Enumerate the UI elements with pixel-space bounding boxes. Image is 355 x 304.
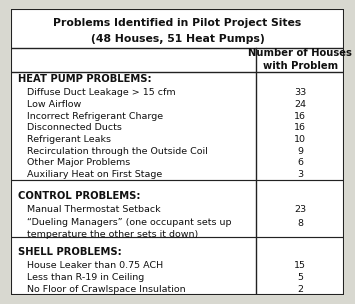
Text: House Leaker than 0.75 ACH: House Leaker than 0.75 ACH [18, 261, 163, 270]
Text: Recirculation through the Outside Coil: Recirculation through the Outside Coil [18, 147, 208, 156]
Text: 15: 15 [294, 261, 306, 270]
Text: Auxiliary Heat on First Stage: Auxiliary Heat on First Stage [18, 170, 162, 179]
Text: Refrigerant Leaks: Refrigerant Leaks [18, 135, 111, 144]
Text: SHELL PROBLEMS:: SHELL PROBLEMS: [18, 247, 122, 257]
Text: CONTROL PROBLEMS:: CONTROL PROBLEMS: [18, 191, 141, 201]
Text: Less than R-19 in Ceiling: Less than R-19 in Ceiling [18, 273, 144, 282]
Text: “Dueling Managers” (one occupant sets up
   temperature the other sets it down): “Dueling Managers” (one occupant sets up… [18, 218, 231, 239]
Text: 16: 16 [294, 112, 306, 121]
Text: 8: 8 [297, 219, 303, 228]
Text: (48 Houses, 51 Heat Pumps): (48 Houses, 51 Heat Pumps) [91, 34, 264, 44]
Text: Other Major Problems: Other Major Problems [18, 158, 130, 167]
Text: Disconnected Ducts: Disconnected Ducts [18, 123, 122, 132]
Text: Diffuse Duct Leakage > 15 cfm: Diffuse Duct Leakage > 15 cfm [18, 88, 176, 97]
Text: Manual Thermostat Setback: Manual Thermostat Setback [18, 205, 160, 214]
Text: Problems Identified in Pilot Project Sites: Problems Identified in Pilot Project Sit… [53, 18, 302, 28]
Text: Number of Houses
with Problem: Number of Houses with Problem [248, 48, 352, 71]
Text: 33: 33 [294, 88, 306, 97]
Text: 6: 6 [297, 158, 303, 167]
Text: 5: 5 [297, 273, 303, 282]
Text: No Floor of Crawlspace Insulation: No Floor of Crawlspace Insulation [18, 285, 186, 294]
Text: 24: 24 [294, 100, 306, 109]
Text: 2: 2 [297, 285, 303, 294]
Text: 23: 23 [294, 205, 306, 214]
Text: Low Airflow: Low Airflow [18, 100, 81, 109]
Text: 3: 3 [297, 170, 303, 179]
Text: Incorrect Refrigerant Charge: Incorrect Refrigerant Charge [18, 112, 163, 121]
Text: HEAT PUMP PROBLEMS:: HEAT PUMP PROBLEMS: [18, 74, 152, 85]
Text: 9: 9 [297, 147, 303, 156]
Text: 10: 10 [294, 135, 306, 144]
Text: 16: 16 [294, 123, 306, 132]
